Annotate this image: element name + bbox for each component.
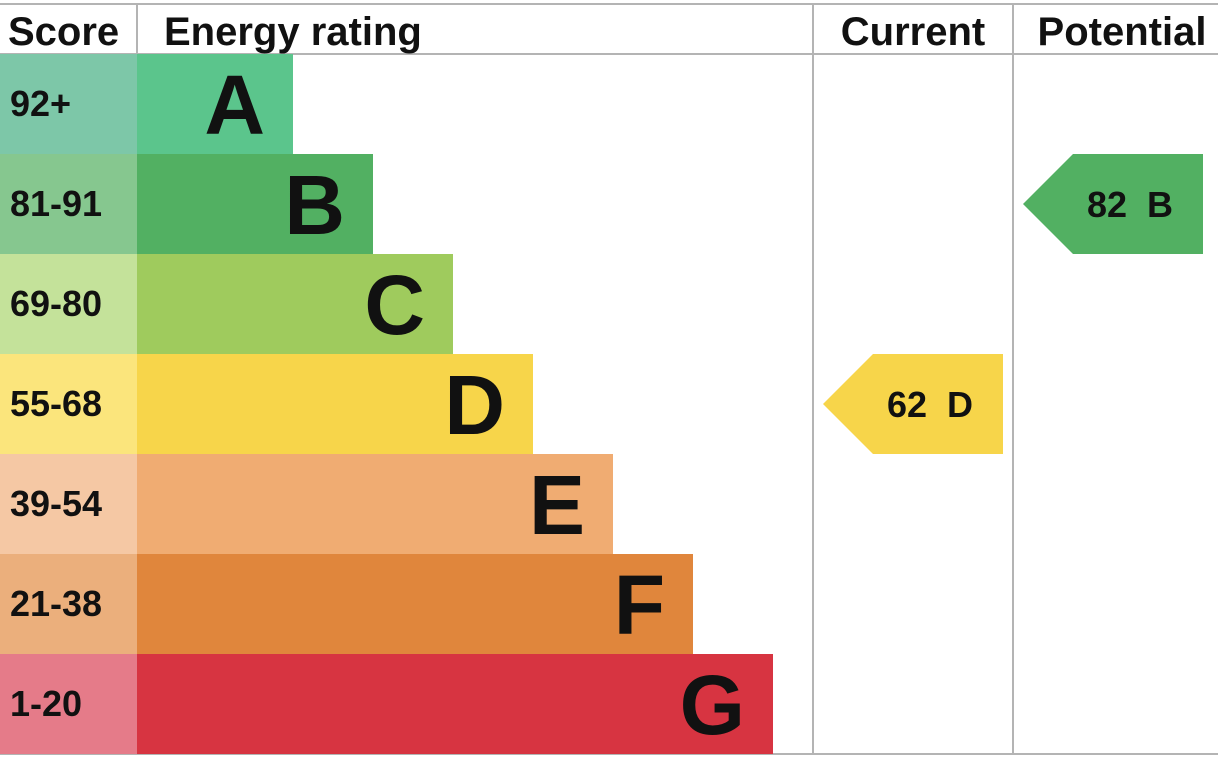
- score-range-cell-f: [0, 554, 137, 654]
- score-range-b: 81-91: [10, 183, 102, 224]
- score-range-c: 69-80: [10, 283, 102, 324]
- potential-header: Potential: [1038, 10, 1207, 54]
- score-range-cell-c: [0, 254, 137, 354]
- band-letter-d: D: [444, 358, 505, 452]
- current-rating-label: 62 D: [887, 384, 973, 425]
- band-bar-c: [137, 254, 453, 354]
- energy-rating-header: Energy rating: [164, 10, 422, 54]
- band-letter-f: F: [614, 558, 665, 652]
- band-bar-a: [137, 54, 293, 154]
- potential-rating-label: 82 B: [1087, 184, 1173, 225]
- current-header: Current: [841, 10, 985, 54]
- rating-markers: 62 D 82 B: [823, 154, 1203, 454]
- band-letter-c: C: [364, 258, 425, 352]
- band-letter-g: G: [680, 658, 745, 752]
- potential-rating-arrow: [1023, 154, 1203, 254]
- band-bar-b: [137, 154, 373, 254]
- band-bar-g: [137, 654, 773, 754]
- current-rating-arrow: [823, 354, 1003, 454]
- rating-bands: 92+ A 81-91 B 69-80 C 55-68 D 39-54 E 21-38 F 1-20 G: [0, 54, 773, 754]
- band-bar-e: [137, 454, 613, 554]
- score-range-g: 1-20: [10, 683, 82, 724]
- score-range-e: 39-54: [10, 483, 102, 524]
- band-bar-f: [137, 554, 693, 654]
- band-letter-e: E: [529, 458, 585, 552]
- score-range-a: 92+: [10, 83, 71, 124]
- score-range-f: 21-38: [10, 583, 102, 624]
- score-range-cell-e: [0, 454, 137, 554]
- score-range-cell-b: [0, 154, 137, 254]
- band-letter-b: B: [284, 158, 345, 252]
- band-bar-d: [137, 354, 533, 454]
- score-range-cell-a: [0, 54, 137, 154]
- band-letter-a: A: [204, 58, 265, 152]
- score-header: Score: [8, 10, 119, 54]
- score-range-d: 55-68: [10, 383, 102, 424]
- score-range-cell-d: [0, 354, 137, 454]
- score-range-cell-g: [0, 654, 137, 754]
